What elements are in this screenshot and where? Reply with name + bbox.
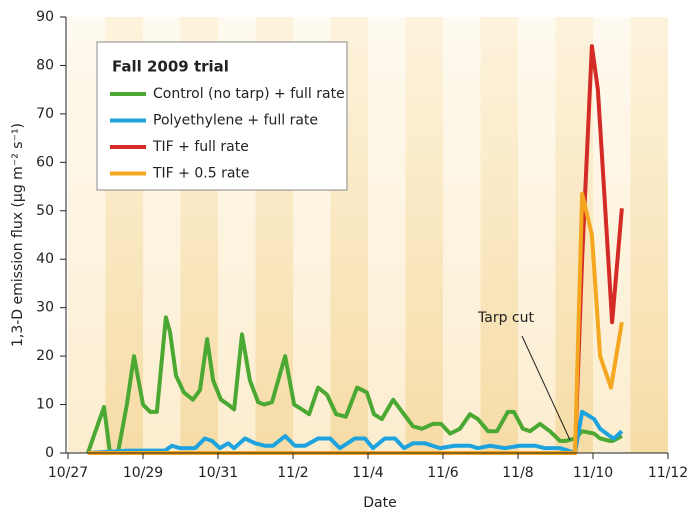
legend-label: TIF + 0.5 rate [152,166,250,182]
y-tick-label: 80 [36,57,54,73]
x-tick-label: 11/6 [427,465,459,481]
y-tick-label: 40 [36,251,54,267]
y-tick-label: 0 [45,445,54,461]
day-band [443,17,481,453]
day-band [518,17,556,453]
series-line [85,315,623,455]
legend-box [96,41,348,191]
legend-label: Control (no tarp) + full rate [153,86,345,102]
day-band [555,17,593,453]
day-band [630,17,668,453]
y-tick-label: 70 [36,106,54,122]
x-tick-label: 10/29 [123,465,163,481]
y-tick-label: 10 [36,397,54,413]
y-tick-label: 50 [36,203,54,219]
x-tick-label: 10/27 [48,465,88,481]
day-band [480,17,518,453]
y-tick-label: 30 [36,300,54,316]
day-band [368,17,406,453]
y-axis-label: 1,3-D emission flux (µg m⁻² s⁻¹) [10,123,26,347]
x-tick-label: 11/12 [648,465,688,481]
legend-label: TIF + full rate [152,139,249,155]
x-axis-label: Date [363,495,396,511]
y-tick-label: 60 [36,154,54,170]
annotation: Tarp cut [477,310,534,326]
x-tick-label: 11/8 [502,465,533,481]
y-tick-label: 90 [36,9,54,25]
annotation-arrow [521,335,571,441]
x-tick-label: 10/31 [198,465,238,481]
series-line [87,409,624,455]
day-band [405,17,443,453]
x-tick-label: 11/10 [573,465,613,481]
x-tick-label: 11/4 [352,465,384,481]
legend-label: Polyethylene + full rate [153,113,318,129]
y-tick-label: 20 [36,348,54,364]
legend-title: Fall 2009 trial [112,58,229,76]
x-tick-label: 11/2 [277,465,308,481]
